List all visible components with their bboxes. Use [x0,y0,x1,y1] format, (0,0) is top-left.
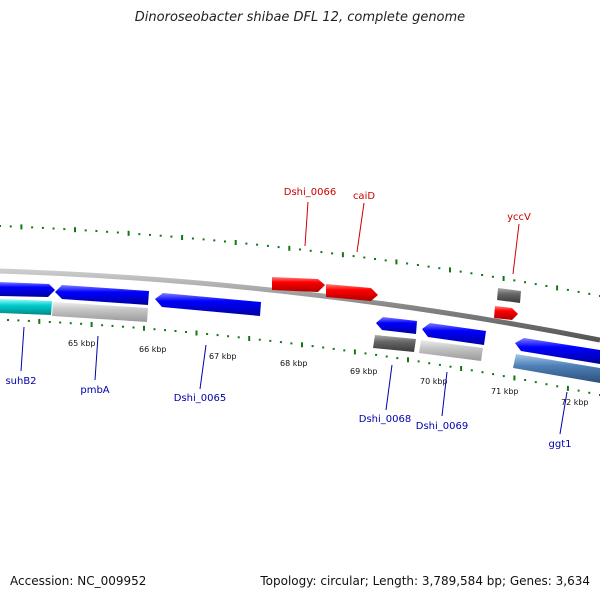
gene-feature-pmba-gray[interactable] [52,302,148,322]
gene-arrow-caid[interactable] [326,284,378,301]
gene-arrow-yccv[interactable] [494,306,518,320]
gene-leader-lines [20,201,568,435]
gene-label-ggt1[interactable]: ggt1 [549,439,572,450]
forward-strand-genes [272,277,521,320]
gene-arrow-suhb2[interactable] [0,282,55,297]
gene-feature-dshi-0069-gray[interactable] [419,340,483,361]
gene-label-pmba[interactable]: pmbA [80,385,109,396]
genome-title: Dinoroseobacter shibae DFL 12, complete … [134,10,466,25]
genome-summary-text: Topology: circular; Length: 3,789,584 bp… [260,574,590,588]
gene-feature-suhb2-rna[interactable] [0,299,52,315]
gene-arrow-dshi-0068[interactable] [376,317,417,334]
gene-label-dshi-0068[interactable]: Dshi_0068 [359,414,411,425]
tick-label: 70 kbp [420,377,448,386]
lower-tick-marks [7,318,600,396]
gene-label-dshi-0066[interactable]: Dshi_0066 [284,187,336,198]
kbp-tick-labels: 65 kbp 66 kbp 67 kbp 68 kbp 69 kbp 70 kb… [68,339,589,407]
tick-label: 72 kbp [561,398,589,407]
gene-feature-yccv-gray[interactable] [497,288,521,303]
gene-feature-dshi-0068-gray[interactable] [373,335,416,352]
tick-label: 66 kbp [139,345,167,354]
gene-arrow-pmba[interactable] [55,285,149,305]
forward-gene-labels: Dshi_0066 caiD yccV [284,187,531,223]
tick-label: 65 kbp [68,339,96,348]
tick-label: 68 kbp [280,359,308,368]
gene-label-suhb2[interactable]: suhB2 [5,376,36,387]
gene-feature-ggt1-steel[interactable] [513,354,600,383]
gene-arrow-ggt1[interactable] [515,338,600,364]
gene-arrow-dshi-0066[interactable] [272,277,325,292]
upper-tick-marks [0,224,600,297]
tick-label: 67 kbp [209,352,237,361]
gene-arrow-dshi-0065[interactable] [155,293,261,316]
reverse-strand-genes [0,282,600,383]
tick-label: 71 kbp [491,387,519,396]
gene-label-dshi-0065[interactable]: Dshi_0065 [174,393,226,404]
tick-label: 69 kbp [350,367,378,376]
gene-label-dshi-0069[interactable]: Dshi_0069 [416,421,468,432]
genome-backbone [0,268,600,343]
gene-label-caid[interactable]: caiD [353,191,375,202]
accession-text: Accession: NC_009952 [10,574,147,588]
gene-label-yccv[interactable]: yccV [507,212,531,223]
reverse-gene-labels: suhB2 pmbA Dshi_0065 Dshi_0068 Dshi_0069… [5,376,571,450]
gene-arrow-dshi-0069[interactable] [422,323,486,345]
